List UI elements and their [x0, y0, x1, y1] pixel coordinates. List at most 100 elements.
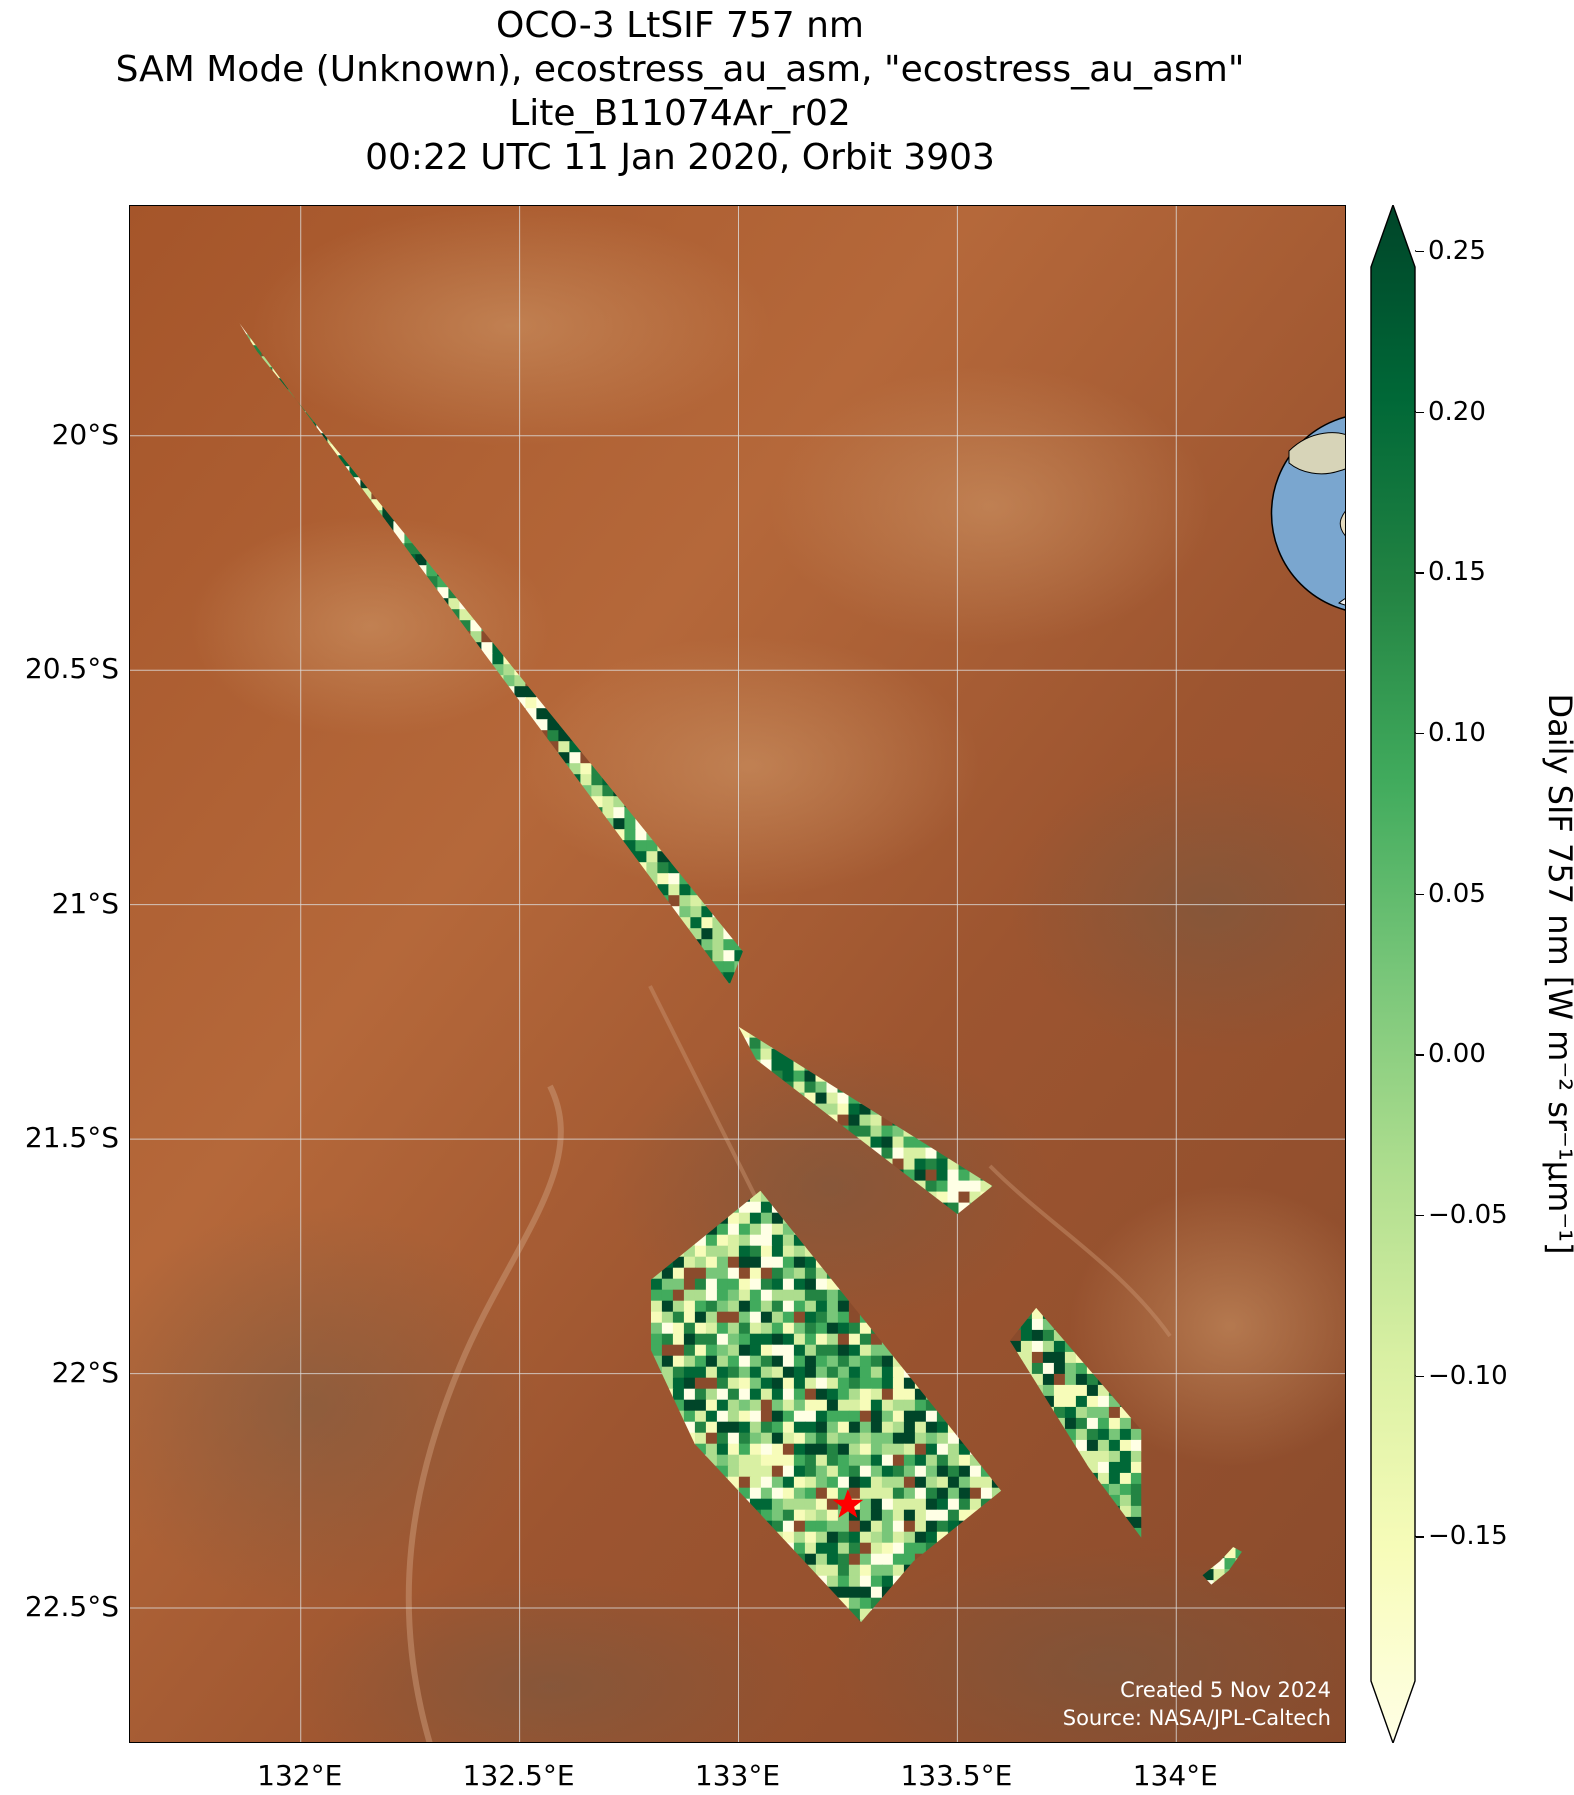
sif-pixel [881, 1487, 894, 1500]
sif-pixel [771, 1059, 784, 1072]
longitude-label: 134°E [1132, 1759, 1218, 1792]
sif-pixel [958, 1202, 971, 1215]
sif-pixel [925, 1410, 938, 1423]
sif-pixel [760, 1465, 773, 1478]
sif-pixel [1064, 1417, 1077, 1430]
sif-pixel [738, 1026, 751, 1039]
sif-pixel [925, 1476, 938, 1489]
sif-pixel [782, 1256, 795, 1269]
sif-pixel [903, 1553, 916, 1566]
colorbar-tick-label: −0.10 [1428, 1360, 1508, 1391]
sif-pixel [826, 1081, 839, 1094]
sif-pixel [716, 1311, 729, 1324]
sif-pixel [1213, 1558, 1226, 1570]
sif-pixel [793, 1278, 806, 1291]
sif-pixel [760, 1487, 773, 1500]
sif-pixel [1130, 1461, 1142, 1474]
sif-pixel [705, 1377, 718, 1390]
sif-pixel [859, 1520, 872, 1533]
sif-pixel [683, 1322, 696, 1335]
sif-pixel [815, 1289, 828, 1302]
sif-pixel [716, 1267, 729, 1280]
sif-pixel [881, 1377, 894, 1390]
sif-pixel [760, 1476, 773, 1489]
sif-pixel [771, 1267, 784, 1280]
sif-pixel [771, 1234, 784, 1247]
sif-pixel [804, 1388, 817, 1401]
sif-pixel [547, 730, 559, 742]
sif-pixel [1042, 1329, 1055, 1342]
sif-pixel [426, 576, 438, 588]
sif-pixel [859, 1454, 872, 1467]
sif-pixel [1064, 1428, 1077, 1441]
sif-pixel [694, 1256, 707, 1269]
sif-pixel [727, 1465, 740, 1478]
sif-pixel [892, 1476, 905, 1489]
sif-pixel [782, 1509, 795, 1522]
sif-pixel [749, 1421, 762, 1434]
sif-pixel [837, 1476, 850, 1489]
sif-pixel [925, 1158, 938, 1171]
sif-pixel [793, 1267, 806, 1280]
sif-pixel [1064, 1395, 1077, 1408]
sif-pixel [892, 1553, 905, 1566]
sif-pixel [881, 1465, 894, 1478]
sif-pixel [859, 1476, 872, 1489]
sif-pixel [727, 1256, 740, 1269]
sif-pixel [1031, 1318, 1044, 1331]
sif-pixel [503, 675, 515, 687]
sif-pixel [727, 1421, 740, 1434]
sif-pixel [804, 1487, 817, 1500]
sif-pixel [815, 1487, 828, 1500]
sif-pixel [749, 1333, 762, 1346]
sif-pixel [705, 1245, 718, 1258]
sif-pixel [672, 1322, 685, 1335]
sif-pixel [914, 1432, 927, 1445]
sif-pixel [859, 1531, 872, 1544]
sif-pixel [859, 1103, 872, 1116]
sif-pixel [793, 1388, 806, 1401]
sif-pixel [727, 1410, 740, 1423]
sif-pixel [705, 1289, 718, 1302]
sif-pixel [914, 1509, 927, 1522]
sif-pixel [727, 1344, 740, 1357]
sif-pixel [782, 1267, 795, 1280]
sif-pixel [771, 1366, 784, 1379]
sif-pixel [360, 488, 372, 500]
sif-pixel [804, 1465, 817, 1478]
sif-pixel [657, 884, 669, 896]
sif-pixel [1064, 1384, 1077, 1397]
sif-pixel [716, 1278, 729, 1291]
sif-pixel [892, 1388, 905, 1401]
longitude-label: 132.5°E [462, 1759, 575, 1792]
sif-pixel [679, 917, 691, 929]
sif-pixel [771, 1223, 784, 1236]
map-panel: Created 5 Nov 2024 Source: NASA/JPL-Calt… [129, 205, 1346, 1743]
sif-pixel [683, 1256, 696, 1269]
sif-pixel [760, 1311, 773, 1324]
sif-pixel [683, 1267, 696, 1280]
sif-pixel [815, 1278, 828, 1291]
sif-pixel [1130, 1483, 1142, 1496]
sif-pixel [1009, 1340, 1022, 1353]
sif-pixel [815, 1564, 828, 1577]
sif-pixel [837, 1586, 850, 1599]
sif-pixel [749, 1267, 762, 1280]
sif-pixel [749, 1476, 762, 1489]
sif-pixel [716, 1355, 729, 1368]
sif-pixel [925, 1169, 938, 1182]
sif-pixel [1224, 1558, 1237, 1570]
sif-pixel [826, 1553, 839, 1566]
colorbar-gradient [1370, 205, 1416, 1743]
sif-pixel [683, 1399, 696, 1412]
colorbar-tick-mark [1416, 250, 1424, 253]
sif-pixel [870, 1454, 883, 1467]
sif-pixel [738, 1388, 751, 1401]
sif-pixel [694, 1410, 707, 1423]
sif-pixel [771, 1377, 784, 1390]
sif-pixel [650, 1289, 663, 1302]
sif-pixel [738, 1278, 751, 1291]
sif-pixel [903, 1410, 916, 1423]
sif-pixel [870, 1465, 883, 1478]
sif-pixel [793, 1542, 806, 1555]
